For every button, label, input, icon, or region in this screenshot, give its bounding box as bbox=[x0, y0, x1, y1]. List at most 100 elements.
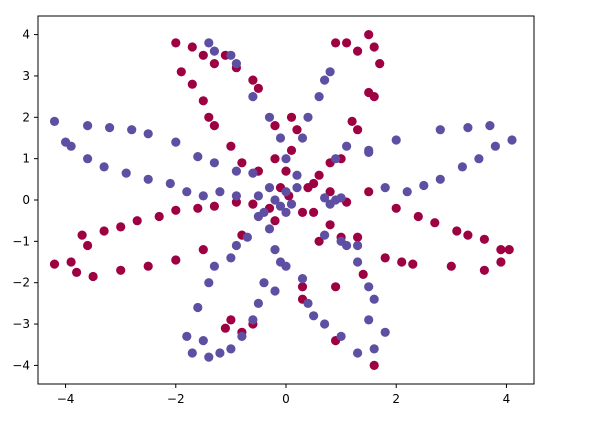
data-point bbox=[380, 253, 390, 263]
data-point bbox=[463, 123, 473, 133]
data-point bbox=[331, 154, 341, 164]
data-point bbox=[116, 222, 126, 232]
data-point bbox=[281, 154, 291, 164]
data-point bbox=[198, 191, 208, 201]
data-point bbox=[270, 195, 280, 205]
data-point bbox=[231, 191, 241, 201]
data-point bbox=[446, 261, 456, 271]
data-point bbox=[209, 59, 219, 69]
data-point bbox=[121, 168, 131, 178]
x-tick-label: 0 bbox=[282, 392, 290, 406]
data-point bbox=[314, 92, 324, 102]
data-point bbox=[226, 344, 236, 354]
data-point bbox=[325, 187, 335, 197]
data-point bbox=[198, 336, 208, 346]
data-point bbox=[336, 331, 346, 341]
data-point bbox=[231, 59, 241, 69]
data-point bbox=[248, 199, 258, 209]
data-point bbox=[253, 83, 263, 93]
data-point bbox=[364, 147, 374, 157]
data-point bbox=[342, 141, 352, 151]
data-point bbox=[320, 75, 330, 85]
data-point bbox=[353, 125, 363, 135]
data-point bbox=[297, 133, 308, 143]
data-point bbox=[198, 245, 208, 255]
data-point bbox=[248, 92, 258, 102]
data-point bbox=[226, 141, 236, 151]
data-point bbox=[391, 135, 401, 145]
x-tick-label: −4 bbox=[57, 392, 75, 406]
data-point bbox=[237, 331, 247, 341]
data-point bbox=[320, 193, 330, 203]
data-point bbox=[292, 183, 302, 193]
data-point bbox=[248, 168, 258, 178]
data-point bbox=[248, 315, 258, 325]
data-point bbox=[204, 112, 214, 122]
data-point bbox=[248, 75, 258, 85]
data-point bbox=[116, 265, 126, 275]
data-point bbox=[479, 265, 489, 275]
data-point bbox=[369, 360, 379, 370]
data-point bbox=[435, 125, 445, 135]
y-tick-label: 2 bbox=[22, 110, 30, 124]
data-point bbox=[331, 282, 341, 292]
data-point bbox=[369, 294, 379, 304]
data-point bbox=[127, 125, 137, 135]
data-point bbox=[408, 259, 418, 269]
data-point bbox=[83, 240, 93, 251]
data-point bbox=[297, 282, 308, 292]
data-point bbox=[325, 67, 335, 77]
data-point bbox=[143, 129, 153, 139]
data-point bbox=[88, 271, 98, 282]
data-point bbox=[171, 255, 181, 265]
data-point bbox=[49, 116, 60, 126]
data-point bbox=[490, 141, 500, 151]
data-point bbox=[72, 267, 82, 277]
data-point bbox=[226, 315, 236, 325]
data-point bbox=[281, 187, 291, 197]
data-point bbox=[303, 298, 313, 308]
data-point bbox=[176, 67, 186, 77]
data-point bbox=[143, 261, 153, 271]
data-point bbox=[314, 236, 324, 246]
data-point bbox=[320, 319, 330, 329]
data-point bbox=[331, 38, 341, 48]
data-point bbox=[171, 38, 181, 48]
data-point bbox=[320, 230, 330, 240]
data-point bbox=[83, 154, 93, 164]
data-point bbox=[479, 234, 489, 244]
x-tick-label: 4 bbox=[503, 392, 511, 406]
data-point bbox=[281, 261, 291, 271]
data-point bbox=[198, 50, 208, 60]
data-point bbox=[342, 240, 352, 251]
data-point bbox=[77, 230, 87, 240]
data-point bbox=[187, 42, 197, 52]
data-point bbox=[264, 183, 275, 193]
data-point bbox=[364, 315, 374, 325]
data-point bbox=[325, 199, 335, 209]
data-point bbox=[270, 216, 280, 226]
data-point bbox=[364, 282, 374, 292]
data-point bbox=[187, 348, 197, 358]
data-point bbox=[209, 261, 219, 271]
data-point bbox=[99, 226, 109, 236]
data-point bbox=[165, 178, 175, 189]
data-point bbox=[193, 203, 203, 213]
data-point bbox=[259, 207, 269, 217]
data-point bbox=[154, 211, 164, 222]
data-point bbox=[286, 199, 297, 209]
y-tick-label: −3 bbox=[12, 317, 30, 331]
data-point bbox=[209, 121, 219, 131]
data-point bbox=[270, 154, 280, 164]
data-point bbox=[209, 46, 219, 56]
data-point bbox=[171, 205, 181, 215]
data-point bbox=[237, 158, 247, 168]
data-point bbox=[275, 133, 286, 143]
data-point bbox=[463, 230, 473, 240]
data-point bbox=[435, 174, 445, 184]
data-point bbox=[259, 278, 269, 288]
data-point bbox=[264, 112, 275, 122]
points-layer bbox=[49, 29, 517, 370]
data-point bbox=[105, 123, 115, 133]
